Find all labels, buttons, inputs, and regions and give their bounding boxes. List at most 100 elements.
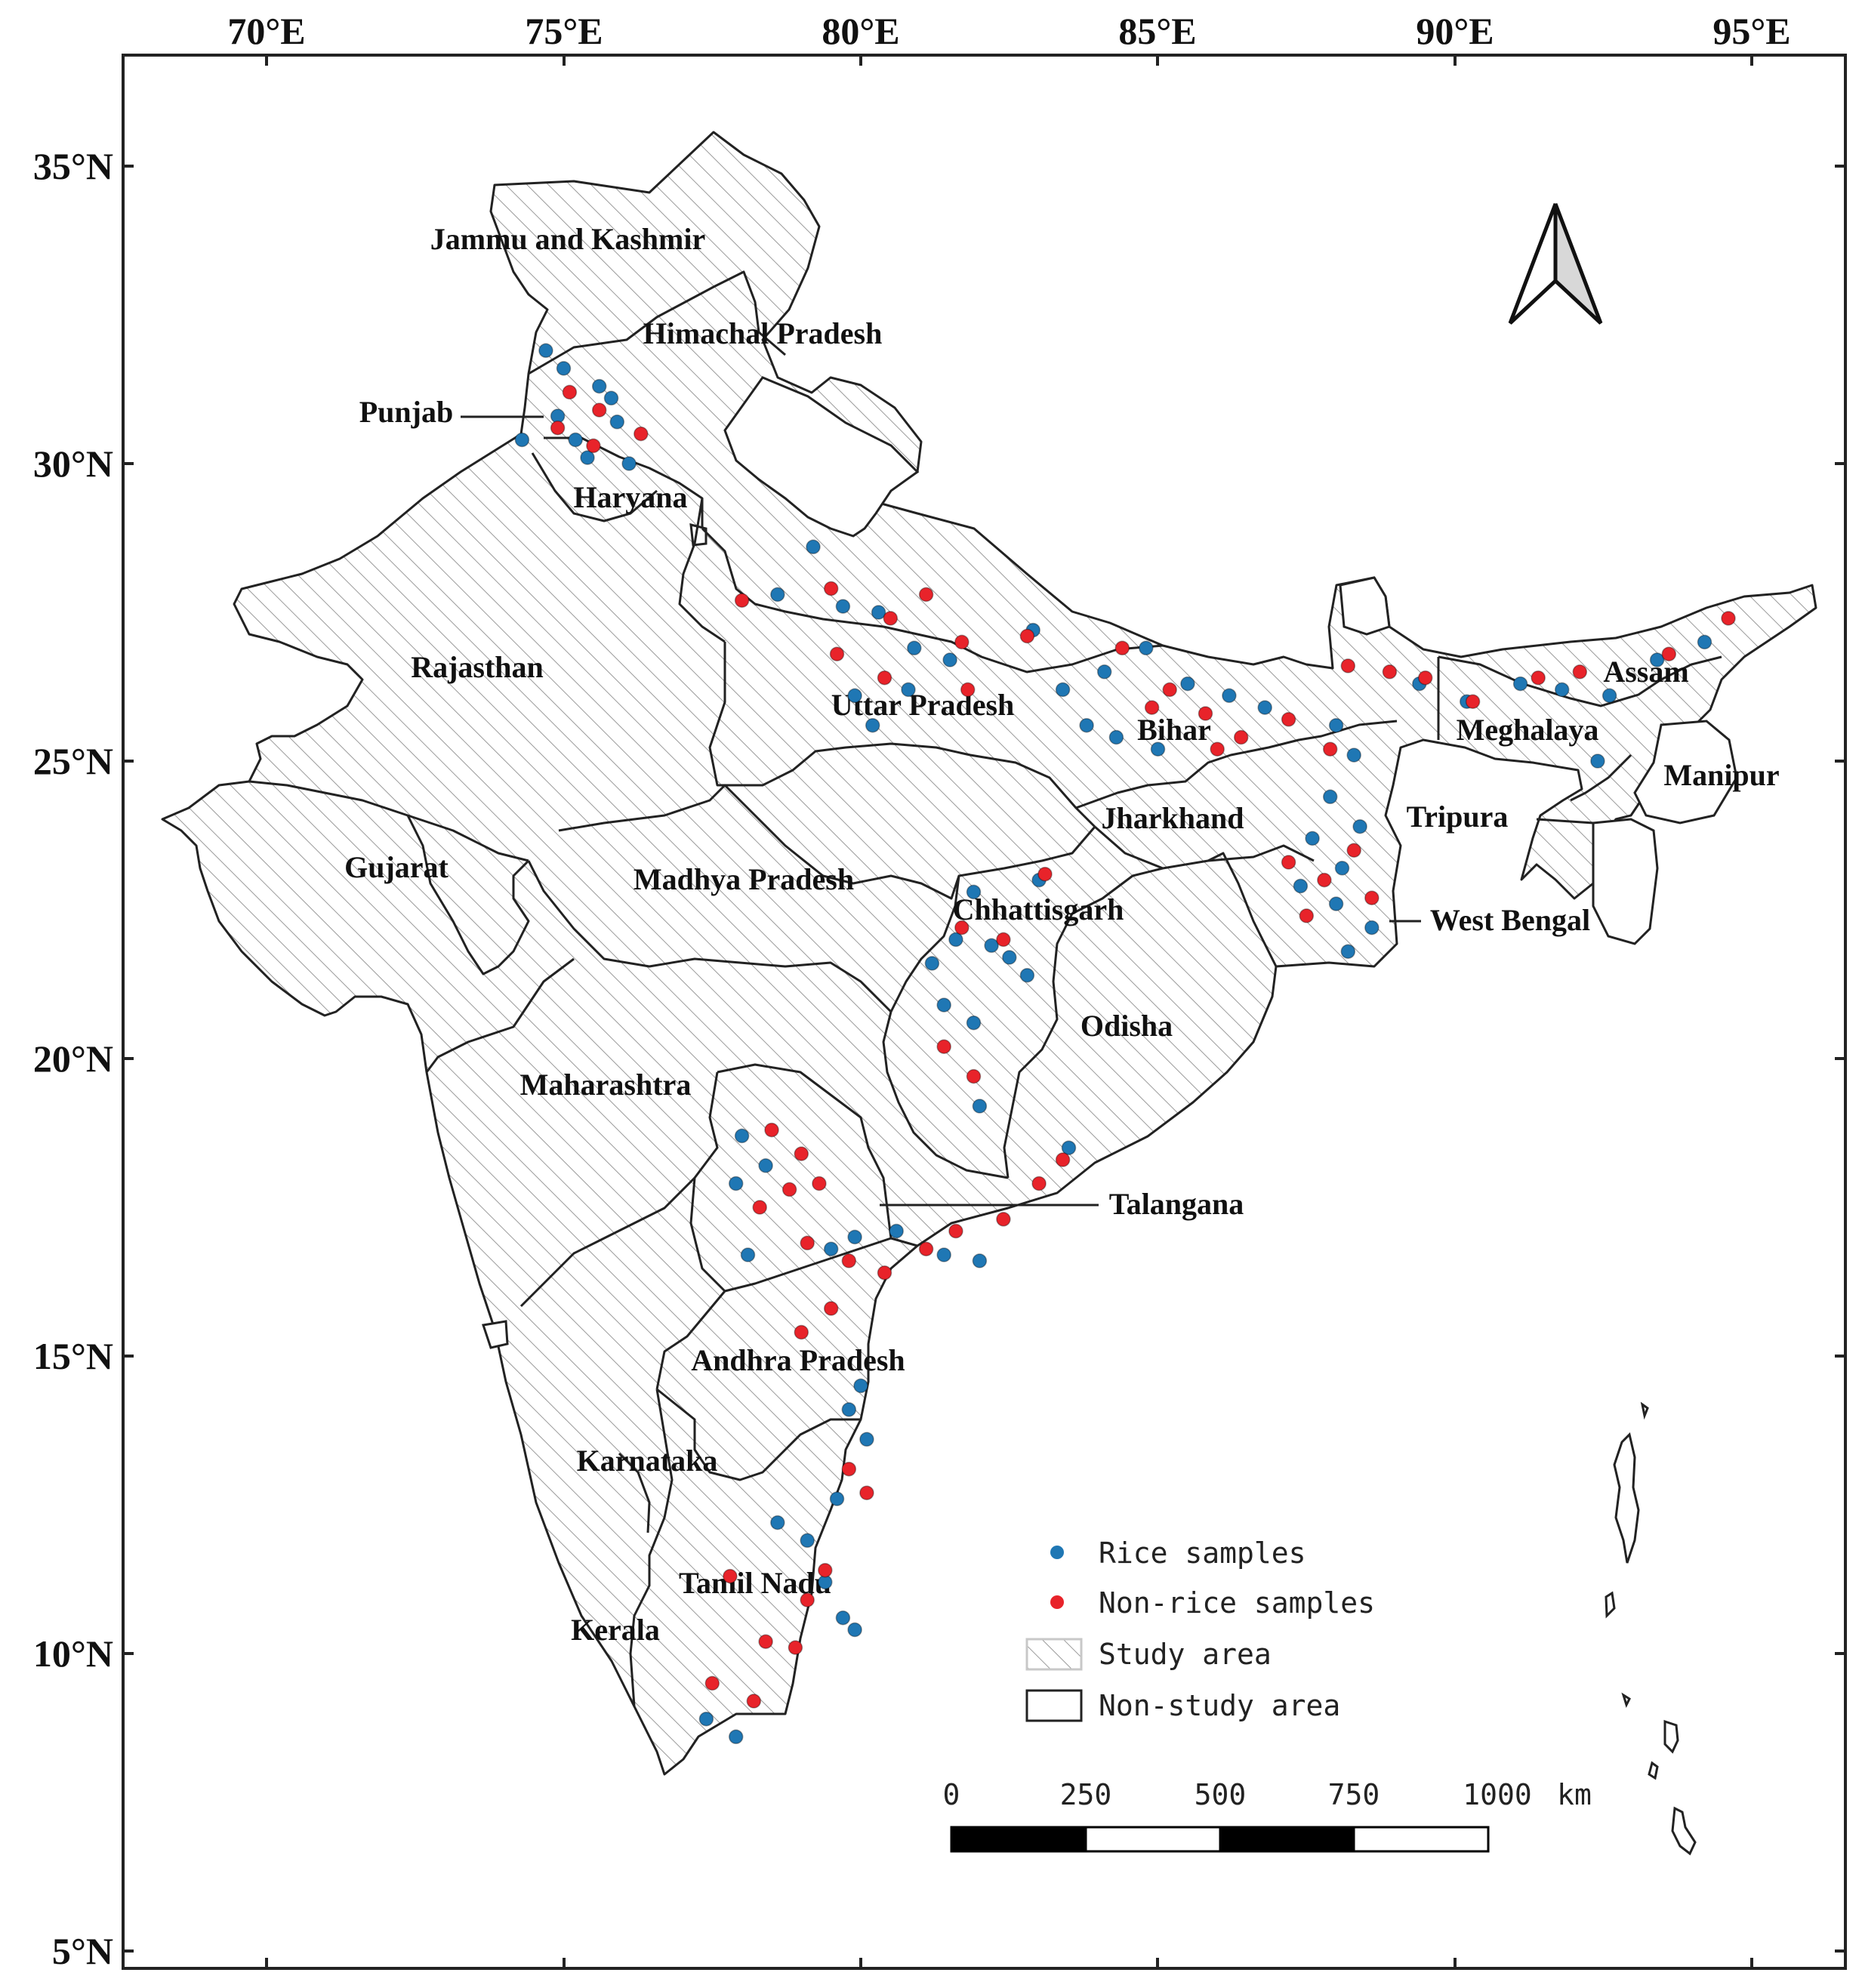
rice-sample-point xyxy=(1352,818,1367,834)
nonrice-sample-point xyxy=(746,1694,762,1709)
legend-study-swatch xyxy=(1025,1638,1083,1671)
nonrice-sample-point xyxy=(877,670,892,686)
label-manipur: Manipur xyxy=(1663,758,1779,792)
rice-sample-point xyxy=(603,390,619,406)
rice-sample-point xyxy=(1293,878,1309,894)
rice-sample-point xyxy=(800,1533,815,1549)
nonrice-sample-point xyxy=(1114,640,1130,656)
ne-boundaries xyxy=(1437,655,1722,802)
rice-sample-point xyxy=(936,997,951,1012)
sample-points xyxy=(514,343,1736,1745)
scale-label: 1000 xyxy=(1463,1778,1532,1811)
nonrice-sample-point xyxy=(1162,682,1177,698)
rice-sample-point xyxy=(538,343,553,359)
nonrice-sample-point xyxy=(936,1039,951,1054)
label-kerala: Kerala xyxy=(571,1613,660,1647)
nonrice-sample-point xyxy=(918,587,934,603)
nonrice-sample-point xyxy=(948,1223,963,1239)
nonrice-sample-point xyxy=(859,1485,874,1500)
nonrice-sample-point xyxy=(996,1212,1011,1227)
rice-sample-point xyxy=(966,884,982,900)
label-madhya-pradesh: Madhya Pradesh xyxy=(634,862,854,896)
nonrice-sample-point xyxy=(1417,670,1433,686)
label-uttar-pradesh: Uttar Pradesh xyxy=(831,688,1015,722)
rice-sample-point xyxy=(847,1229,862,1245)
nonrice-sample-point xyxy=(954,920,970,935)
nonrice-sample-point xyxy=(841,1461,857,1477)
legend-nonstudy-swatch xyxy=(1025,1689,1083,1722)
nonrice-sample-point xyxy=(883,611,899,626)
legend-nonrice-marker xyxy=(1050,1595,1064,1609)
rice-sample-point xyxy=(1649,652,1665,667)
nonrice-sample-point xyxy=(877,1265,892,1281)
rice-sample-point xyxy=(1512,676,1528,692)
label-rajasthan: Rajasthan xyxy=(411,650,544,684)
label-gujarat: Gujarat xyxy=(344,850,449,884)
nonrice-sample-point xyxy=(1198,706,1213,721)
rice-sample-point xyxy=(1590,754,1605,769)
rice-sample-point xyxy=(1061,1140,1077,1155)
rice-sample-point xyxy=(948,932,963,948)
nonrice-sample-point xyxy=(1233,729,1249,745)
nonrice-sample-point xyxy=(794,1146,809,1161)
rice-sample-point xyxy=(1079,717,1094,733)
scale-segment xyxy=(950,1826,1087,1853)
legend-rice-label: Rice samples xyxy=(1099,1536,1306,1570)
leader-tripura xyxy=(1536,818,1594,824)
rice-sample-point xyxy=(835,1610,851,1626)
scale-label: 250 xyxy=(1060,1778,1112,1811)
nonrice-sample-point xyxy=(954,634,970,650)
andaman-islands xyxy=(1605,1401,1697,1856)
rice-sample-point xyxy=(758,1158,773,1173)
rice-sample-point xyxy=(1055,682,1071,698)
lon-tick-label: 85°E xyxy=(1118,10,1196,52)
rice-sample-point xyxy=(621,456,637,471)
scale-label: 750 xyxy=(1328,1778,1380,1811)
rice-sample-point xyxy=(889,1223,904,1239)
legend-nonstudy-label: Non-study area xyxy=(1099,1689,1340,1722)
label-jharkhand: Jharkhand xyxy=(1102,801,1244,835)
label-punjab: Punjab xyxy=(359,395,454,429)
label-meghalaya: Meghalaya xyxy=(1457,713,1599,747)
label-karnataka: Karnataka xyxy=(577,1444,718,1478)
nonrice-sample-point xyxy=(1346,843,1361,858)
rice-sample-point xyxy=(1346,747,1361,763)
nonrice-sample-point xyxy=(996,932,1011,948)
label-talangana: Talangana xyxy=(1109,1187,1244,1221)
nonrice-sample-point xyxy=(1465,694,1481,709)
label-jammu-kashmir: Jammu and Kashmir xyxy=(430,222,706,256)
rice-sample-point xyxy=(942,652,957,667)
nonrice-sample-point xyxy=(960,682,976,698)
rice-sample-point xyxy=(841,1402,857,1417)
rice-sample-point xyxy=(853,1378,868,1394)
nonrice-sample-point xyxy=(1281,855,1296,870)
nonrice-sample-point xyxy=(1019,628,1035,644)
nonrice-sample-point xyxy=(764,1122,779,1138)
nonrice-sample-point xyxy=(818,1562,833,1578)
longitude-ticks: 70°E 75°E 80°E 85°E 90°E 95°E xyxy=(227,10,1791,1968)
rice-sample-point xyxy=(1108,729,1124,745)
scale-label: 0 xyxy=(943,1778,960,1811)
rice-sample-point xyxy=(1328,896,1344,911)
rice-sample-point xyxy=(984,938,999,954)
nonrice-sample-point xyxy=(734,593,750,608)
label-andhra-pradesh: Andhra Pradesh xyxy=(691,1343,905,1377)
nonrice-sample-point xyxy=(1661,646,1677,661)
nonrice-sample-point xyxy=(918,1241,934,1256)
rice-sample-point xyxy=(1257,700,1272,715)
rice-sample-point xyxy=(847,1622,862,1638)
nonrice-sample-point xyxy=(812,1176,827,1191)
rice-sample-point xyxy=(770,1515,785,1530)
lat-tick-label: 30°N xyxy=(33,442,113,485)
nonrice-sample-point xyxy=(634,426,649,442)
rice-sample-point xyxy=(734,1128,750,1144)
rice-sample-point xyxy=(1328,717,1344,733)
nonrice-sample-point xyxy=(1340,658,1356,673)
nonrice-sample-point xyxy=(781,1182,797,1197)
nonrice-sample-point xyxy=(723,1568,738,1584)
rice-sample-point xyxy=(823,1241,839,1256)
non-study-mizoram xyxy=(1592,818,1659,945)
label-tripura: Tripura xyxy=(1407,800,1509,834)
scale-segment xyxy=(1084,1826,1222,1853)
